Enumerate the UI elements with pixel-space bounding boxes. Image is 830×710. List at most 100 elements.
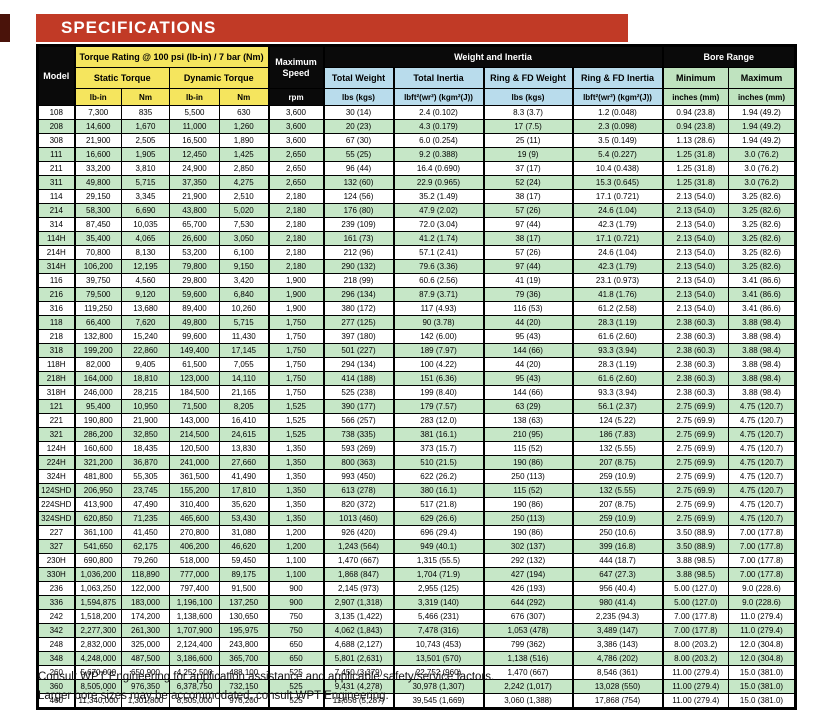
data-cell: 87.9 (3.71) xyxy=(393,287,485,302)
model-cell: 248 xyxy=(37,637,76,652)
data-cell: 6,690 xyxy=(121,203,170,218)
data-cell: 15.0 (381.0) xyxy=(728,693,796,709)
data-cell: 2,180 xyxy=(268,245,325,260)
data-cell: 2.38 (60.3) xyxy=(662,385,729,400)
data-cell: 4.3 (0.179) xyxy=(393,119,485,134)
data-cell: 79.6 (3.36) xyxy=(393,259,485,274)
data-cell: 95 (43) xyxy=(483,371,574,386)
data-cell: 1,750 xyxy=(268,343,325,358)
data-cell: 97 (44) xyxy=(483,217,574,232)
model-cell: 111 xyxy=(37,147,76,162)
header-ring-fd-weight: Ring & FD Weight xyxy=(483,67,574,89)
data-cell: 3.0 (76.2) xyxy=(728,175,796,190)
data-cell: 3.25 (82.6) xyxy=(728,245,796,260)
data-cell: 123,000 xyxy=(169,371,220,386)
data-cell: 9,431 (4,278) xyxy=(323,679,395,694)
data-cell: 2.13 (54.0) xyxy=(662,189,729,204)
data-cell: 160,600 xyxy=(74,441,122,456)
data-cell: 21,165 xyxy=(219,385,270,400)
table-row: 118H 82,000 9,405 61,500 7,055 1,750 294 (134)… xyxy=(37,357,796,372)
data-cell: 820 (372) xyxy=(323,497,395,512)
data-cell: 3.41 (86.6) xyxy=(728,301,796,316)
specifications-table: Model Torque Rating @ 100 psi (lb-in) / … xyxy=(36,44,797,710)
data-cell: 44 (20) xyxy=(483,315,574,330)
data-cell: 3.25 (82.6) xyxy=(728,259,796,274)
data-cell: 8,546 (361) xyxy=(572,665,664,680)
data-cell: 310,400 xyxy=(169,497,220,512)
data-cell: 116 (53) xyxy=(483,301,574,316)
data-cell: 7.00 (177.8) xyxy=(728,525,796,540)
table-row: 336 1,594,875 183,000 1,196,100 137,250 900 2,… xyxy=(37,595,796,610)
data-cell: 1,750 xyxy=(268,371,325,386)
model-cell: 227 xyxy=(37,525,76,540)
data-cell: 151 (6.36) xyxy=(393,371,485,386)
data-cell: 2.3 (0.098) xyxy=(572,119,664,134)
data-cell: 38 (17) xyxy=(483,231,574,246)
data-cell: 66,400 xyxy=(74,315,122,330)
data-cell: 1,750 xyxy=(268,315,325,330)
data-cell: 7,478 (316) xyxy=(393,623,485,638)
data-cell: 20 (23) xyxy=(323,119,395,134)
data-cell: 4,065 xyxy=(121,231,170,246)
data-cell: 9.0 (228.6) xyxy=(728,581,796,596)
data-cell: 207 (8.75) xyxy=(572,497,664,512)
data-cell: 179 (7.57) xyxy=(393,399,485,414)
data-cell: 199 (8.40) xyxy=(393,385,485,400)
header-ring-fd-inertia: Ring & FD Inertia xyxy=(572,67,664,89)
data-cell: 361,100 xyxy=(74,525,122,540)
data-cell: 79,800 xyxy=(169,259,220,274)
data-cell: 93.3 (3.94) xyxy=(572,385,664,400)
data-cell: 33,200 xyxy=(74,161,122,176)
data-cell: 3.25 (82.6) xyxy=(728,203,796,218)
data-cell: 2,277,300 xyxy=(74,623,122,638)
data-cell: 325,000 xyxy=(121,637,170,652)
data-cell: 4,248,000 xyxy=(74,651,122,666)
data-cell: 29,150 xyxy=(74,189,122,204)
data-cell: 630 xyxy=(219,105,270,120)
data-cell: 149,400 xyxy=(169,343,220,358)
data-cell: 41,490 xyxy=(219,469,270,484)
data-cell: 8.3 (3.7) xyxy=(483,105,574,120)
data-cell: 290 (132) xyxy=(323,259,395,274)
data-cell: 57 (26) xyxy=(483,203,574,218)
data-cell: 9,405 xyxy=(121,357,170,372)
table-row: 324H 481,800 55,305 361,500 41,490 1,350 993 (… xyxy=(37,469,796,484)
data-cell: 413,900 xyxy=(74,497,122,512)
data-cell: 11.00 (279.4) xyxy=(662,665,729,680)
data-cell: 1.94 (49.2) xyxy=(728,133,796,148)
data-cell: 1,425 xyxy=(219,147,270,162)
data-cell: 1,518,200 xyxy=(74,609,122,624)
data-cell: 3,489 (147) xyxy=(572,623,664,638)
data-cell: 3.88 (98.4) xyxy=(728,357,796,372)
data-cell: 1,470 (667) xyxy=(483,665,574,680)
model-cell: 211 xyxy=(37,161,76,176)
data-cell: 3.41 (86.6) xyxy=(728,287,796,302)
data-cell: 2.13 (54.0) xyxy=(662,273,729,288)
header-dynamic-torque: Dynamic Torque xyxy=(169,67,270,89)
data-cell: 142 (6.00) xyxy=(393,329,485,344)
table-row: 218 132,800 15,240 99,600 11,430 1,750 397 (18… xyxy=(37,329,796,344)
data-cell: 2.38 (60.3) xyxy=(662,357,729,372)
data-cell: 647 (27.3) xyxy=(572,567,664,582)
data-cell: 22.9 (0.965) xyxy=(393,175,485,190)
table-row: 321 286,200 32,850 214,500 24,615 1,525 738 (3… xyxy=(37,427,796,442)
data-cell: 106,200 xyxy=(74,259,122,274)
data-cell: 53,430 xyxy=(219,511,270,526)
data-cell: 294 (134) xyxy=(323,357,395,372)
model-cell: 114H xyxy=(37,231,76,246)
table-row: 114 29,150 3,345 21,900 2,510 2,180 124 (56) 35… xyxy=(37,189,796,204)
table-row: 118 66,400 7,620 49,800 5,715 1,750 277 (125) 9… xyxy=(37,315,796,330)
data-cell: 277 (125) xyxy=(323,315,395,330)
table-row: 330H 1,036,200 118,890 777,000 89,175 1,100 1,… xyxy=(37,567,796,582)
table-row: 236 1,063,250 122,000 797,400 91,500 900 2,145… xyxy=(37,581,796,596)
table-row: 116 39,750 4,560 29,800 3,420 1,900 218 (99) 60… xyxy=(37,273,796,288)
data-cell: 5.00 (127.0) xyxy=(662,581,729,596)
data-cell: 2.75 (69.9) xyxy=(662,399,729,414)
data-cell: 118,890 xyxy=(121,567,170,582)
data-cell: 1,750 xyxy=(268,357,325,372)
table-row: 230H 690,800 79,260 518,000 59,450 1,100 1,470… xyxy=(37,553,796,568)
header-dynamic-nm: Nm xyxy=(219,88,270,106)
data-cell: 3.25 (82.6) xyxy=(728,189,796,204)
data-cell: 23,745 xyxy=(121,483,170,498)
data-cell: 144 (66) xyxy=(483,343,574,358)
